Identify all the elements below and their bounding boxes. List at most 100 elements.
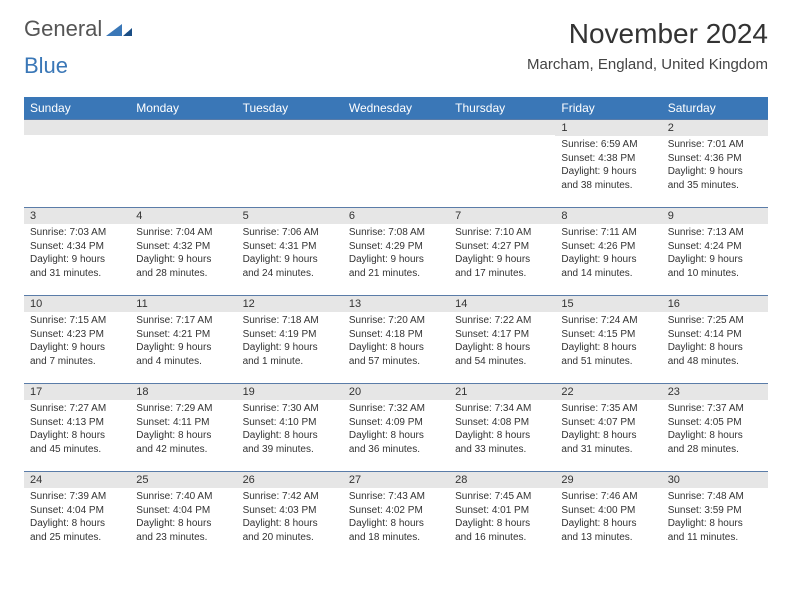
day-d1: Daylight: 8 hours (668, 517, 762, 531)
day-d2: and 1 minute. (243, 355, 337, 369)
day-number-bar: 12 (237, 295, 343, 312)
day-header: Sunday (24, 97, 130, 119)
day-sr: Sunrise: 7:24 AM (561, 314, 655, 328)
day-number-bar-empty (449, 119, 555, 135)
day-d2: and 45 minutes. (30, 443, 124, 457)
day-details: Sunrise: 7:48 AMSunset: 3:59 PMDaylight:… (662, 488, 768, 548)
calendar-cell: 25Sunrise: 7:40 AMSunset: 4:04 PMDayligh… (130, 471, 236, 559)
day-d2: and 16 minutes. (455, 531, 549, 545)
day-number-bar-empty (130, 119, 236, 135)
day-number-bar: 22 (555, 383, 661, 400)
day-header: Saturday (662, 97, 768, 119)
calendar-body: 1Sunrise: 6:59 AMSunset: 4:38 PMDaylight… (24, 119, 768, 559)
day-details: Sunrise: 7:10 AMSunset: 4:27 PMDaylight:… (449, 224, 555, 284)
calendar-cell (449, 119, 555, 207)
day-sr: Sunrise: 7:34 AM (455, 402, 549, 416)
day-d2: and 33 minutes. (455, 443, 549, 457)
day-d2: and 48 minutes. (668, 355, 762, 369)
calendar-cell: 18Sunrise: 7:29 AMSunset: 4:11 PMDayligh… (130, 383, 236, 471)
calendar-cell: 17Sunrise: 7:27 AMSunset: 4:13 PMDayligh… (24, 383, 130, 471)
day-details: Sunrise: 7:01 AMSunset: 4:36 PMDaylight:… (662, 136, 768, 196)
calendar-table: Sunday Monday Tuesday Wednesday Thursday… (24, 97, 768, 559)
day-details: Sunrise: 6:59 AMSunset: 4:38 PMDaylight:… (555, 136, 661, 196)
calendar-cell: 7Sunrise: 7:10 AMSunset: 4:27 PMDaylight… (449, 207, 555, 295)
day-details: Sunrise: 7:06 AMSunset: 4:31 PMDaylight:… (237, 224, 343, 284)
day-ss: Sunset: 4:24 PM (668, 240, 762, 254)
day-d1: Daylight: 8 hours (561, 341, 655, 355)
day-ss: Sunset: 4:04 PM (30, 504, 124, 518)
calendar-cell: 24Sunrise: 7:39 AMSunset: 4:04 PMDayligh… (24, 471, 130, 559)
day-number-bar: 17 (24, 383, 130, 400)
day-details: Sunrise: 7:20 AMSunset: 4:18 PMDaylight:… (343, 312, 449, 372)
calendar-cell: 30Sunrise: 7:48 AMSunset: 3:59 PMDayligh… (662, 471, 768, 559)
day-header: Tuesday (237, 97, 343, 119)
day-number-bar: 8 (555, 207, 661, 224)
day-sr: Sunrise: 7:08 AM (349, 226, 443, 240)
calendar-cell (343, 119, 449, 207)
day-sr: Sunrise: 7:27 AM (30, 402, 124, 416)
day-sr: Sunrise: 7:32 AM (349, 402, 443, 416)
day-ss: Sunset: 4:18 PM (349, 328, 443, 342)
day-number-bar: 16 (662, 295, 768, 312)
calendar-cell: 3Sunrise: 7:03 AMSunset: 4:34 PMDaylight… (24, 207, 130, 295)
day-d1: Daylight: 8 hours (561, 429, 655, 443)
calendar-cell: 23Sunrise: 7:37 AMSunset: 4:05 PMDayligh… (662, 383, 768, 471)
day-details: Sunrise: 7:04 AMSunset: 4:32 PMDaylight:… (130, 224, 236, 284)
calendar-cell: 21Sunrise: 7:34 AMSunset: 4:08 PMDayligh… (449, 383, 555, 471)
day-header: Monday (130, 97, 236, 119)
day-d1: Daylight: 8 hours (455, 341, 549, 355)
day-d2: and 36 minutes. (349, 443, 443, 457)
day-ss: Sunset: 4:38 PM (561, 152, 655, 166)
day-number-bar: 24 (24, 471, 130, 488)
day-sr: Sunrise: 7:45 AM (455, 490, 549, 504)
day-sr: Sunrise: 7:22 AM (455, 314, 549, 328)
day-sr: Sunrise: 7:30 AM (243, 402, 337, 416)
day-sr: Sunrise: 7:10 AM (455, 226, 549, 240)
day-ss: Sunset: 4:05 PM (668, 416, 762, 430)
calendar-cell: 11Sunrise: 7:17 AMSunset: 4:21 PMDayligh… (130, 295, 236, 383)
day-ss: Sunset: 4:08 PM (455, 416, 549, 430)
day-ss: Sunset: 4:09 PM (349, 416, 443, 430)
day-number-bar: 21 (449, 383, 555, 400)
day-d2: and 39 minutes. (243, 443, 337, 457)
day-d2: and 35 minutes. (668, 179, 762, 193)
day-details: Sunrise: 7:03 AMSunset: 4:34 PMDaylight:… (24, 224, 130, 284)
day-number-bar-empty (237, 119, 343, 135)
day-number-bar-empty (343, 119, 449, 135)
day-details: Sunrise: 7:30 AMSunset: 4:10 PMDaylight:… (237, 400, 343, 460)
day-number-bar: 4 (130, 207, 236, 224)
day-number-bar: 20 (343, 383, 449, 400)
day-number-bar: 29 (555, 471, 661, 488)
day-sr: Sunrise: 7:35 AM (561, 402, 655, 416)
calendar-cell: 19Sunrise: 7:30 AMSunset: 4:10 PMDayligh… (237, 383, 343, 471)
day-sr: Sunrise: 7:29 AM (136, 402, 230, 416)
day-details: Sunrise: 7:15 AMSunset: 4:23 PMDaylight:… (24, 312, 130, 372)
calendar-cell: 29Sunrise: 7:46 AMSunset: 4:00 PMDayligh… (555, 471, 661, 559)
day-sr: Sunrise: 7:13 AM (668, 226, 762, 240)
day-number-bar: 5 (237, 207, 343, 224)
calendar-cell (24, 119, 130, 207)
day-sr: Sunrise: 7:25 AM (668, 314, 762, 328)
day-ss: Sunset: 4:15 PM (561, 328, 655, 342)
day-details: Sunrise: 7:34 AMSunset: 4:08 PMDaylight:… (449, 400, 555, 460)
day-ss: Sunset: 4:04 PM (136, 504, 230, 518)
day-details: Sunrise: 7:13 AMSunset: 4:24 PMDaylight:… (662, 224, 768, 284)
calendar-cell (237, 119, 343, 207)
day-d2: and 54 minutes. (455, 355, 549, 369)
day-d2: and 7 minutes. (30, 355, 124, 369)
day-ss: Sunset: 4:34 PM (30, 240, 124, 254)
title-block: November 2024 Marcham, England, United K… (527, 18, 768, 73)
calendar-cell: 28Sunrise: 7:45 AMSunset: 4:01 PMDayligh… (449, 471, 555, 559)
calendar-cell: 4Sunrise: 7:04 AMSunset: 4:32 PMDaylight… (130, 207, 236, 295)
calendar-cell: 6Sunrise: 7:08 AMSunset: 4:29 PMDaylight… (343, 207, 449, 295)
day-d1: Daylight: 9 hours (668, 253, 762, 267)
day-d1: Daylight: 8 hours (668, 341, 762, 355)
day-sr: Sunrise: 7:42 AM (243, 490, 337, 504)
day-sr: Sunrise: 7:46 AM (561, 490, 655, 504)
day-d2: and 24 minutes. (243, 267, 337, 281)
day-d1: Daylight: 8 hours (668, 429, 762, 443)
calendar-cell: 13Sunrise: 7:20 AMSunset: 4:18 PMDayligh… (343, 295, 449, 383)
day-d2: and 18 minutes. (349, 531, 443, 545)
day-sr: Sunrise: 7:48 AM (668, 490, 762, 504)
day-d1: Daylight: 8 hours (455, 429, 549, 443)
